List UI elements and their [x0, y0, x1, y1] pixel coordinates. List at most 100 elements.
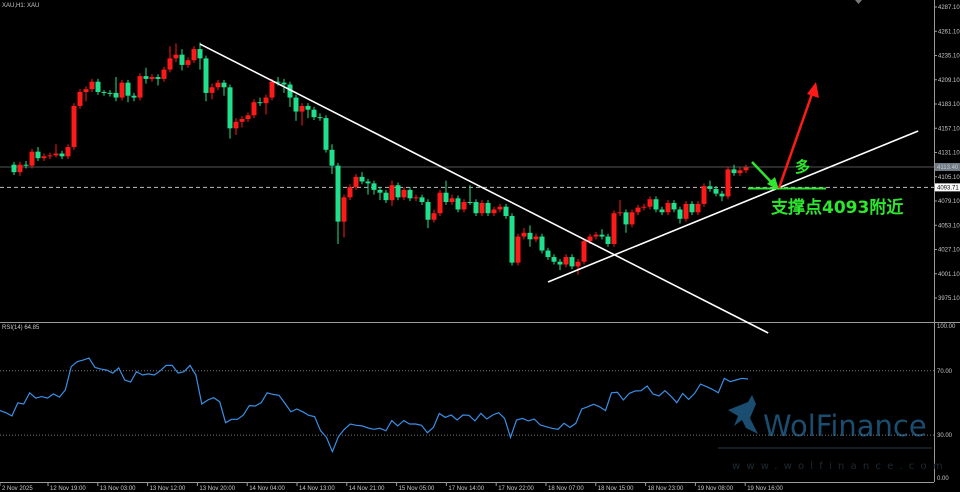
candle — [17, 161, 23, 176]
candle — [239, 116, 245, 128]
candle-body — [491, 209, 497, 214]
candle-body — [23, 164, 29, 166]
candle — [41, 153, 47, 161]
candle-body — [701, 186, 707, 204]
candle-body — [383, 192, 389, 201]
rsi-line — [0, 357, 749, 454]
price-axis-label: 4235.10 — [938, 54, 960, 60]
candle-body — [677, 209, 683, 219]
candle-body — [605, 236, 611, 244]
candle — [323, 115, 329, 153]
watermark: WolFinance www.wolfinance.com — [718, 395, 943, 472]
candle-body — [323, 118, 329, 150]
annotations[interactable]: 多 支撑点4093附近 — [748, 82, 903, 218]
candle-body — [527, 232, 533, 240]
candle — [425, 199, 431, 229]
candle-body — [563, 257, 569, 265]
candle — [545, 247, 551, 260]
candle-body — [443, 192, 449, 203]
candle-body — [431, 213, 437, 220]
candle-body — [623, 212, 629, 225]
candle-body — [497, 206, 503, 210]
candle — [353, 174, 359, 190]
rsi-label: RSI(14) 64.85 — [2, 325, 40, 331]
candle-body — [29, 151, 35, 166]
time-axis-label: 17 Nov 14:00 — [448, 486, 484, 492]
price-axis-label: 3975.10 — [938, 296, 960, 302]
ascending-trendline[interactable] — [547, 130, 919, 283]
candle — [341, 194, 347, 238]
one-click-trade-triangle-icon[interactable] — [855, 0, 862, 4]
candle — [251, 99, 257, 119]
candle — [167, 46, 173, 73]
candle-body — [635, 207, 641, 213]
candle-body — [401, 189, 407, 198]
candle — [665, 200, 671, 216]
candle — [299, 103, 305, 126]
candle-body — [191, 49, 197, 61]
time-axis-label: 2 Nov 2025 — [2, 486, 33, 492]
candle-body — [371, 183, 377, 190]
candle — [617, 200, 623, 217]
candle-body — [485, 202, 491, 214]
candle-body — [245, 115, 251, 120]
candle — [719, 190, 725, 202]
candle-body — [509, 216, 515, 263]
candle-body — [395, 185, 401, 198]
time-axis-label: 14 Nov 13:00 — [299, 486, 335, 492]
candle-body — [59, 153, 65, 157]
candle-body — [377, 189, 383, 193]
candle-body — [551, 257, 557, 262]
candle — [605, 233, 611, 247]
candle — [77, 89, 83, 109]
candle-body — [707, 186, 713, 189]
candle-body — [389, 185, 395, 201]
candle — [257, 97, 263, 106]
time-axis-label: 19 Nov 08:00 — [697, 486, 733, 492]
candle-body — [65, 146, 71, 157]
candle — [683, 201, 689, 222]
time-axis-label: 14 Nov 04:00 — [249, 486, 285, 492]
time-axis-label: 18 Nov 15:00 — [598, 486, 634, 492]
candle — [455, 195, 461, 213]
candle — [635, 204, 641, 216]
candle-body — [137, 76, 143, 98]
candle-body — [557, 261, 563, 265]
candle — [695, 201, 701, 216]
candle — [653, 196, 659, 213]
candle — [233, 118, 239, 135]
candle — [563, 254, 569, 268]
red-arrow-up-icon[interactable] — [807, 82, 819, 98]
candle — [599, 229, 605, 240]
watermark-brand: WolFinance — [763, 409, 927, 443]
candle — [671, 200, 677, 213]
candle-body — [599, 234, 605, 237]
candle-body — [89, 81, 95, 90]
descending-trendline[interactable] — [199, 43, 769, 334]
candle — [401, 187, 407, 201]
candle — [305, 103, 311, 119]
symbol-label: XAU,H1: XAU — [2, 3, 39, 9]
rsi-axis-0: 0.00 — [937, 476, 949, 482]
candle — [533, 233, 539, 243]
marked-price-text: 4093.71 — [937, 185, 959, 191]
time-axis-label: 14 Nov 21:00 — [349, 486, 385, 492]
candle-body — [641, 206, 647, 208]
candle — [65, 144, 71, 160]
trendlines[interactable] — [199, 43, 919, 334]
candle-body — [407, 189, 413, 199]
candle — [431, 209, 437, 223]
time-axis-label: 12 Nov 19:00 — [50, 486, 86, 492]
candle-body — [293, 97, 299, 112]
candle — [149, 74, 155, 82]
candle-body — [203, 58, 209, 93]
time-axis-label: 13 Nov 12:00 — [150, 486, 186, 492]
wolf-logo-icon — [728, 395, 758, 434]
candle — [47, 152, 53, 160]
candle — [641, 203, 647, 211]
red-arrow-shaft[interactable] — [777, 93, 814, 189]
green-arrow-down-icon[interactable] — [767, 177, 779, 190]
candle — [173, 43, 179, 63]
